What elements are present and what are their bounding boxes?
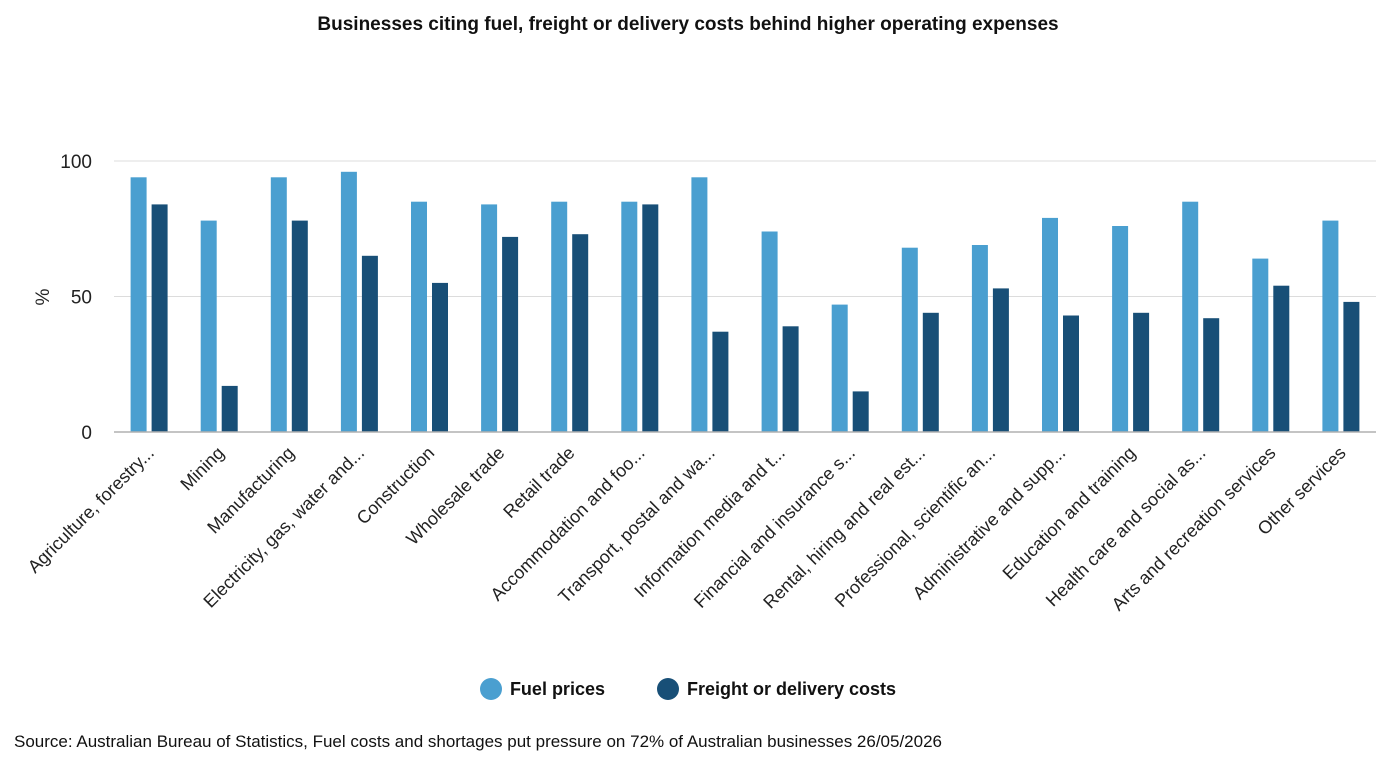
y-axis-ticks: 0 50 100: [60, 152, 92, 444]
bar-fuel-prices-10[interactable]: [831, 304, 848, 432]
y-tick-label: 100: [60, 152, 92, 173]
bar-fuel-prices-1[interactable]: [200, 220, 217, 432]
bar-freight-costs-17[interactable]: [1343, 301, 1360, 432]
legend-label-fuel-prices: Fuel prices: [509, 678, 605, 699]
bar-fuel-prices-7[interactable]: [621, 201, 638, 432]
bar-fuel-prices-12[interactable]: [971, 245, 988, 432]
bar-freight-costs-5[interactable]: [502, 236, 519, 432]
bar-freight-costs-2[interactable]: [291, 220, 308, 432]
y-axis-label: %: [33, 288, 54, 305]
bar-freight-costs-9[interactable]: [782, 326, 799, 432]
legend-swatch-fuel-prices: [479, 678, 502, 700]
category-label-14: Education and training: [999, 443, 1140, 584]
category-label-1: Mining: [176, 443, 228, 495]
bar-fuel-prices-15[interactable]: [1182, 201, 1199, 432]
bar-freight-costs-11[interactable]: [922, 312, 939, 432]
bar-fuel-prices-5[interactable]: [481, 204, 498, 432]
bar-freight-costs-15[interactable]: [1203, 318, 1220, 432]
bar-freight-costs-4[interactable]: [432, 282, 448, 432]
bar-fuel-prices-0[interactable]: [130, 177, 147, 432]
bar-freight-costs-6[interactable]: [572, 234, 589, 432]
bar-fuel-prices-17[interactable]: [1322, 220, 1339, 432]
bar-freight-costs-8[interactable]: [712, 331, 729, 432]
bar-fuel-prices-11[interactable]: [901, 247, 918, 432]
bar-fuel-prices-9[interactable]: [761, 231, 778, 433]
bar-fuel-prices-6[interactable]: [551, 201, 568, 432]
bar-fuel-prices-13[interactable]: [1042, 217, 1058, 432]
bar-freight-costs-10[interactable]: [852, 391, 869, 432]
chart-title: Businesses citing fuel, freight or deliv…: [317, 14, 1059, 35]
bar-fuel-prices-16[interactable]: [1252, 258, 1269, 432]
legend-swatch-freight-costs: [656, 678, 679, 700]
legend-item-freight-costs[interactable]: Freight or delivery costs: [656, 678, 897, 700]
bar-freight-costs-0[interactable]: [151, 204, 168, 432]
y-tick-label: 0: [81, 423, 92, 444]
bar-fuel-prices-8[interactable]: [691, 177, 708, 432]
bars: [130, 171, 1360, 433]
category-labels: Agriculture, forestry... MiningManufactur…: [24, 443, 1350, 615]
bar-fuel-prices-2[interactable]: [270, 177, 287, 432]
legend-item-fuel-prices[interactable]: Fuel prices: [479, 678, 605, 700]
bar-freight-costs-13[interactable]: [1063, 315, 1079, 433]
bar-freight-costs-12[interactable]: [992, 288, 1009, 432]
legend-label-freight-costs: Freight or delivery costs: [686, 678, 897, 699]
source-note: Source: Australian Bureau of Statistics,…: [14, 732, 942, 751]
y-tick-label: 50: [71, 288, 92, 309]
category-label-0: Agriculture, forestry...: [24, 443, 158, 577]
bar-freight-costs-7[interactable]: [642, 204, 659, 432]
bar-freight-costs-1[interactable]: [221, 385, 238, 432]
gridlines: [114, 160, 1376, 297]
bar-freight-costs-14[interactable]: [1133, 312, 1150, 432]
bar-fuel-prices-3[interactable]: [340, 171, 357, 433]
bar-freight-costs-16[interactable]: [1273, 285, 1290, 432]
legend: Fuel prices Freight or delivery costs: [0, 678, 1376, 700]
bar-freight-costs-3[interactable]: [361, 255, 378, 432]
bar-fuel-prices-14[interactable]: [1112, 226, 1129, 432]
bar-fuel-prices-4[interactable]: [411, 201, 427, 432]
